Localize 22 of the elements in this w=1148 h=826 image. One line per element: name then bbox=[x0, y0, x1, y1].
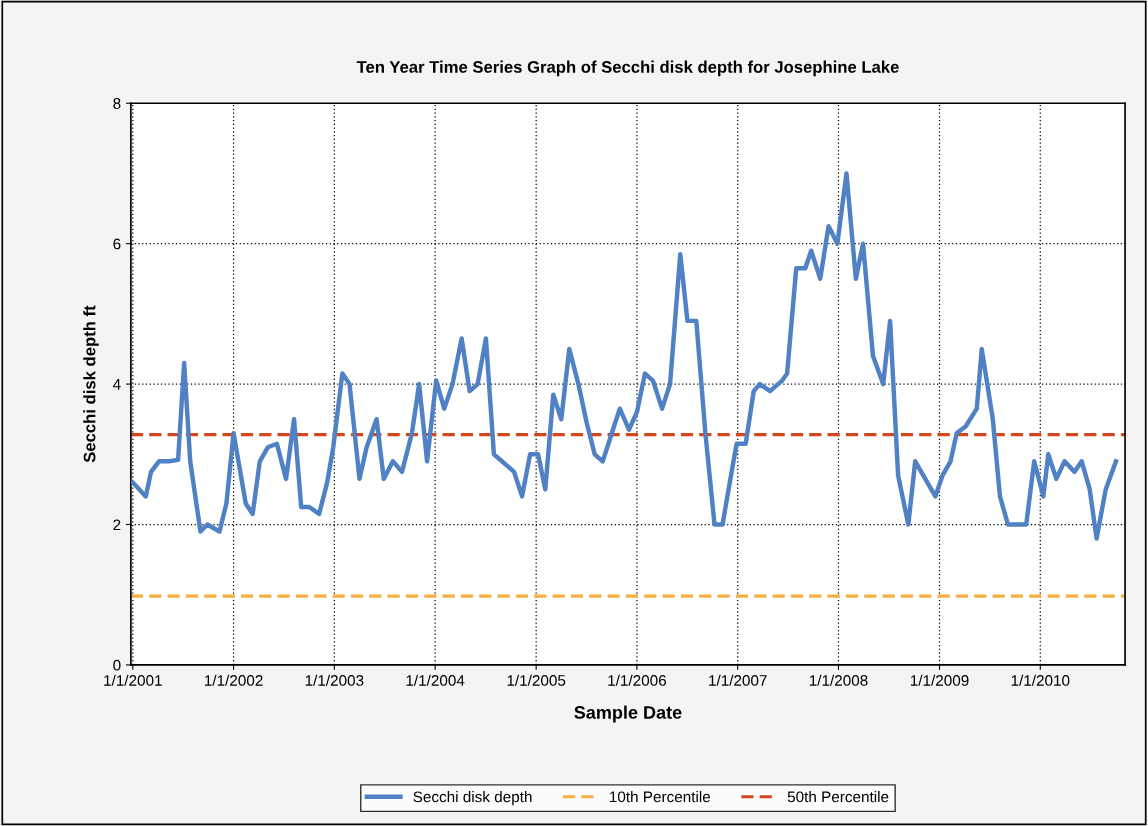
x-tick-label: 1/1/2004 bbox=[406, 674, 465, 686]
y-tick-label: 6 bbox=[113, 238, 121, 250]
y-tick-label: 2 bbox=[113, 519, 121, 531]
y-tick-label: 8 bbox=[113, 98, 121, 109]
x-tick-label: 1/1/2001 bbox=[104, 674, 162, 686]
x-tick-label: 1/1/2008 bbox=[809, 674, 868, 686]
y-tick-label: 0 bbox=[113, 659, 121, 671]
line-series bbox=[130, 171, 1119, 541]
chart-title: Ten Year Time Series Graph of Secchi disk depth for Josephine Lake bbox=[356, 60, 899, 77]
x-axis-title: Sample Date bbox=[574, 705, 682, 723]
x-tick-label: 1/1/2005 bbox=[507, 674, 566, 686]
legend-label: 10th Percentile bbox=[610, 791, 711, 803]
x-tick-label: 1/1/2009 bbox=[910, 674, 969, 686]
x-tick-label: 1/1/2002 bbox=[205, 674, 263, 686]
y-axis-title: Secchi disk depth ft bbox=[83, 305, 99, 463]
x-tick-label: 1/1/2010 bbox=[1011, 674, 1070, 686]
x-tick-label: 1/1/2007 bbox=[709, 674, 767, 686]
legend-label: 50th Percentile bbox=[787, 791, 889, 803]
x-tick-label: 1/1/2003 bbox=[305, 674, 364, 686]
y-tick-label: 4 bbox=[113, 379, 121, 390]
legend-label: Secchi disk depth bbox=[413, 791, 532, 806]
x-tick-label: 1/1/2006 bbox=[608, 674, 666, 686]
